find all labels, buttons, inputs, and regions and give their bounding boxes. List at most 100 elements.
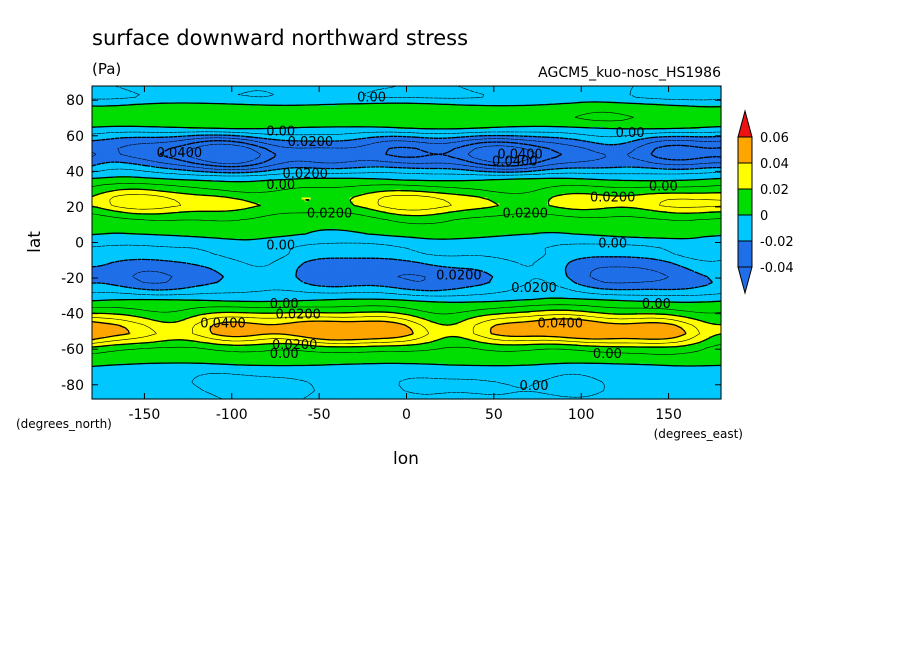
field-cell: [337, 97, 342, 101]
field-cell: [481, 105, 485, 109]
field-cell: [673, 99, 677, 103]
field-cell: [286, 87, 291, 91]
field-cell: [529, 86, 533, 89]
field-cell: [649, 97, 653, 101]
field-cell: [271, 91, 276, 95]
field-cell: [319, 91, 324, 95]
field-cell: [490, 113, 494, 116]
field-cell: [430, 111, 435, 114]
field-cell: [373, 91, 378, 95]
field-cell: [391, 111, 396, 114]
field-cell: [331, 95, 336, 99]
field-cell: [715, 97, 719, 101]
field-cell: [211, 86, 216, 89]
field-cell: [331, 109, 336, 113]
field-cell: [325, 97, 330, 101]
field-cell: [115, 95, 120, 99]
field-cell: [532, 95, 536, 99]
field-cell: [664, 99, 668, 103]
field-cell: [397, 87, 402, 91]
field-cell: [658, 87, 662, 91]
field-cell: [379, 111, 384, 114]
field-cell: [400, 107, 405, 111]
field-cell: [229, 105, 234, 109]
field-cell: [337, 89, 342, 93]
field-cell: [424, 109, 429, 113]
field-cell: [316, 105, 321, 109]
field-cell: [325, 93, 330, 97]
field-cell: [130, 105, 135, 109]
field-cell: [598, 93, 602, 97]
field-cell: [670, 89, 674, 93]
field-cell: [676, 101, 680, 105]
field-cell: [370, 105, 375, 109]
field-cell: [475, 107, 479, 111]
field-cell: [103, 95, 108, 99]
field-cell: [196, 107, 201, 111]
field-cell: [628, 86, 632, 89]
field-cell: [583, 91, 587, 95]
field-cell: [715, 91, 719, 95]
field-cell: [400, 95, 405, 99]
field-cell: [283, 89, 288, 93]
field-cell: [166, 97, 171, 101]
field-cell: [271, 113, 276, 116]
field-cell: [352, 113, 357, 116]
field-cell: [418, 113, 423, 116]
field-cell: [586, 87, 590, 91]
field-cell: [169, 103, 174, 107]
field-cell: [187, 87, 192, 91]
field-cell: [145, 95, 150, 99]
field-cell: [187, 107, 192, 111]
field-cell: [391, 109, 396, 113]
field-cell: [688, 95, 692, 99]
field-cell: [487, 105, 491, 109]
field-cell: [355, 95, 360, 99]
field-cell: [592, 105, 596, 109]
field-cell: [127, 91, 132, 95]
field-cell: [379, 91, 384, 95]
field-cell: [583, 109, 587, 113]
field-cell: [238, 91, 243, 95]
field-cell: [109, 105, 114, 109]
field-cell: [235, 103, 240, 107]
field-cell: [493, 86, 497, 89]
field-cell: [454, 109, 459, 113]
field-cell: [95, 95, 99, 99]
field-cell: [271, 97, 276, 101]
field-cell: [232, 109, 237, 113]
field-cell: [478, 101, 482, 105]
field-cell: [175, 105, 180, 109]
field-cell: [658, 105, 662, 109]
field-cell: [622, 91, 626, 95]
field-cell: [439, 99, 444, 103]
field-cell: [244, 109, 249, 113]
field-cell: [199, 107, 204, 111]
field-cell: [433, 101, 438, 105]
field-cell: [142, 109, 147, 113]
field-cell: [619, 107, 623, 111]
field-cell: [247, 93, 252, 97]
field-cell: [406, 111, 411, 114]
field-cell: [673, 97, 677, 101]
field-cell: [676, 97, 680, 101]
field-cell: [589, 103, 593, 107]
field-cell: [223, 99, 228, 103]
field-cell: [646, 91, 650, 95]
field-cell: [703, 97, 707, 101]
field-cell: [160, 97, 165, 101]
field-cell: [484, 93, 488, 97]
field-cell: [589, 109, 593, 113]
field-cell: [277, 113, 282, 116]
field-cell: [559, 109, 563, 113]
field-cell: [250, 107, 255, 111]
field-cell: [277, 111, 282, 114]
field-cell: [211, 89, 216, 93]
field-cell: [412, 93, 417, 97]
field-cell: [460, 86, 465, 89]
field-cell: [202, 105, 207, 109]
field-cell: [187, 103, 192, 107]
field-cell: [283, 87, 288, 91]
field-cell: [715, 99, 719, 103]
field-cell: [130, 89, 135, 93]
